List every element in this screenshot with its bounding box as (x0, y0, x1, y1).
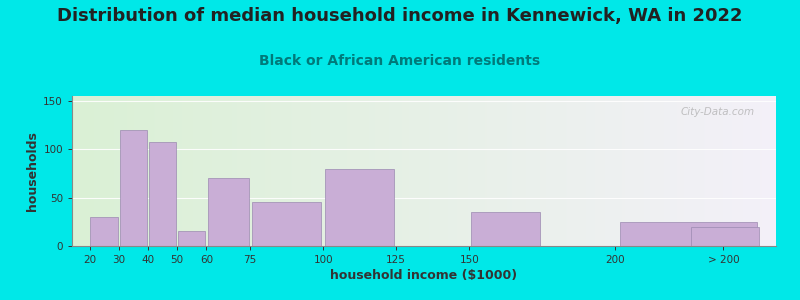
Bar (208, 178, 249, 246)
Bar (620, 222, 757, 246)
Bar (252, 202, 321, 246)
Text: City-Data.com: City-Data.com (681, 106, 755, 116)
Bar (326, 169, 394, 246)
Bar (178, 232, 206, 246)
Text: Black or African American residents: Black or African American residents (259, 54, 541, 68)
Text: Distribution of median household income in Kennewick, WA in 2022: Distribution of median household income … (58, 8, 742, 26)
Bar (149, 142, 176, 246)
Bar (90, 217, 118, 246)
Bar (120, 130, 147, 246)
X-axis label: household income ($1000): household income ($1000) (330, 269, 518, 282)
Y-axis label: households: households (26, 131, 39, 211)
Bar (471, 212, 540, 246)
Bar (690, 226, 759, 246)
